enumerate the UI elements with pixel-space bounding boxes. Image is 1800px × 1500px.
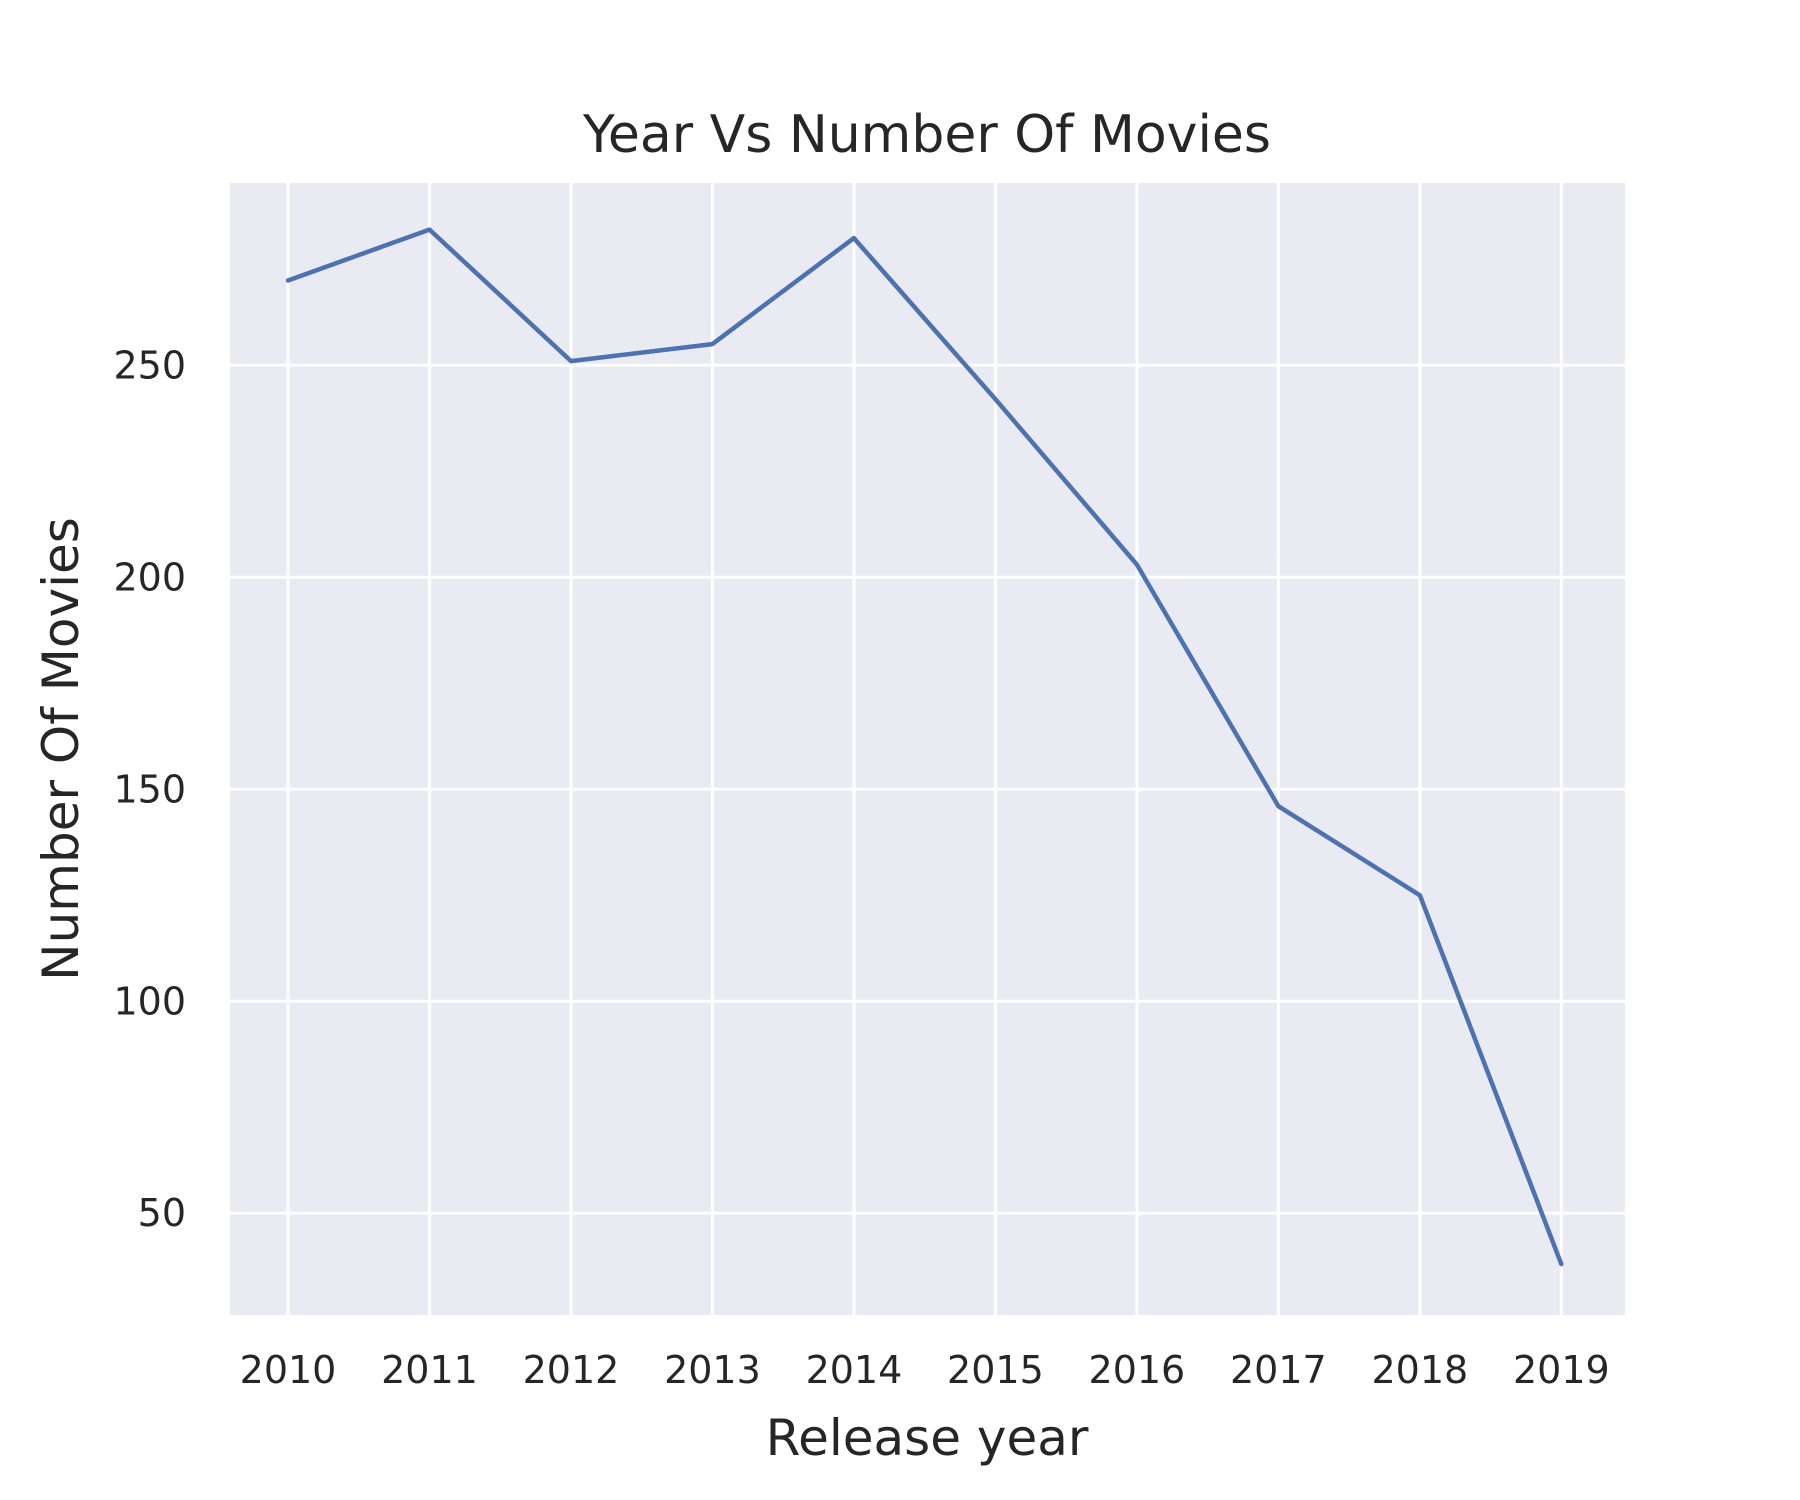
x-tick-label: 2018 — [1371, 1348, 1468, 1392]
y-tick-label: 250 — [113, 343, 186, 387]
y-axis-label: Number Of Movies — [32, 517, 90, 981]
x-tick-label: 2016 — [1089, 1348, 1186, 1392]
y-tick-label: 50 — [138, 1191, 186, 1235]
series-layer — [285, 227, 1564, 1267]
x-tick-labels: 2010 2011 2012 2013 2014 2015 2016 2017 2018 2019 — [240, 1348, 1610, 1392]
y-tick-label: 100 — [113, 979, 186, 1023]
y-tick-labels: 50 100 150 200 250 — [113, 343, 186, 1235]
chart-title: Year Vs Number Of Movies — [582, 105, 1271, 165]
x-axis-label: Release year — [766, 1409, 1089, 1467]
x-tick-label: 2015 — [947, 1348, 1044, 1392]
x-tick-label: 2013 — [664, 1348, 761, 1392]
x-tick-label: 2010 — [240, 1348, 337, 1392]
x-tick-label: 2011 — [381, 1348, 478, 1392]
x-tick-label: 2017 — [1230, 1348, 1327, 1392]
y-tick-label: 200 — [113, 555, 186, 599]
x-tick-label: 2012 — [523, 1348, 620, 1392]
x-tick-label: 2014 — [806, 1348, 903, 1392]
y-tick-label: 150 — [113, 767, 186, 811]
x-tick-label: 2019 — [1513, 1348, 1610, 1392]
plot-background — [230, 183, 1625, 1315]
series-line — [285, 227, 1564, 1267]
grid-lines — [230, 183, 1625, 1315]
